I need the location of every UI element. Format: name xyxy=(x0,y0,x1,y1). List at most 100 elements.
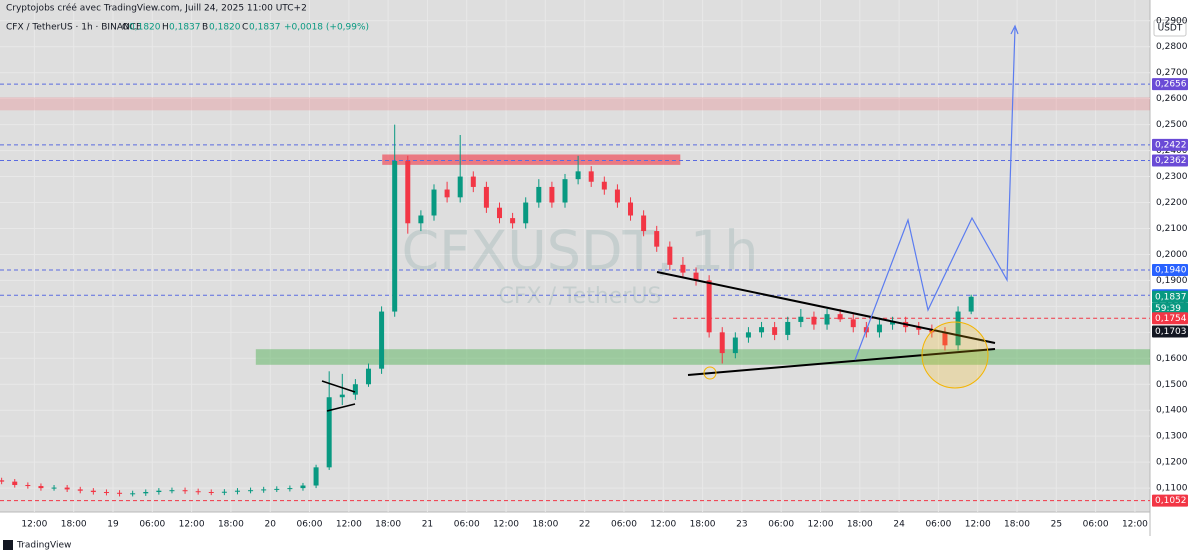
time-axis xyxy=(0,512,1150,536)
candle-body xyxy=(0,480,5,482)
price-badge xyxy=(1152,264,1188,277)
x-tick-label: 20 xyxy=(264,520,276,530)
candle-body xyxy=(680,264,686,273)
projection-path xyxy=(854,27,1016,361)
y-tick-label: 0,1500 xyxy=(1156,380,1188,390)
y-tick-label: 0,2800 xyxy=(1156,42,1188,52)
candle-body xyxy=(379,311,385,369)
candle-body xyxy=(38,486,44,489)
candle-body xyxy=(614,189,620,203)
y-tick-label: 0,2000 xyxy=(1156,250,1188,260)
x-tick-label: 06:00 xyxy=(139,520,165,530)
candle-body xyxy=(182,490,188,492)
candle-body xyxy=(431,189,437,216)
price-badge xyxy=(1152,154,1188,167)
candle-body xyxy=(811,316,817,325)
candle-body xyxy=(117,492,123,494)
price-badge xyxy=(1152,494,1188,507)
zone xyxy=(255,349,1151,365)
candle-body xyxy=(130,493,136,495)
x-tick-label: 18:00 xyxy=(690,520,716,530)
y-tick-label: 0,1200 xyxy=(1156,458,1188,468)
y-tick-label: 0,1300 xyxy=(1156,432,1188,442)
ohlc-value: 0,1837 xyxy=(169,23,201,33)
y-tick-label: 0,2500 xyxy=(1156,120,1188,130)
x-tick-label: 06:00 xyxy=(454,520,480,530)
y-tick-label: 0,2900 xyxy=(1156,16,1188,26)
candle-body xyxy=(510,218,516,224)
highlight-circle xyxy=(921,321,989,389)
candle-body xyxy=(693,272,699,281)
price-badge-label: 0,2656 xyxy=(1155,80,1187,90)
candle-body xyxy=(575,171,581,180)
candle-body xyxy=(248,490,254,492)
price-badge xyxy=(1152,78,1188,91)
zone xyxy=(0,97,1150,111)
countdown-badge xyxy=(1152,302,1188,314)
logo xyxy=(3,540,13,550)
levels xyxy=(0,83,1150,502)
candle-body xyxy=(51,487,57,489)
candle-body xyxy=(628,202,634,216)
x-tick-label: 21 xyxy=(422,520,433,530)
candle-body xyxy=(300,485,306,489)
ohlc-key: B xyxy=(202,23,208,33)
x-tick-label: 12:00 xyxy=(493,520,519,530)
candle-body xyxy=(824,314,830,325)
candle-body xyxy=(536,186,542,203)
y-tick-label: 0,2200 xyxy=(1156,198,1188,208)
x-tick-label: 06:00 xyxy=(297,520,323,530)
price-badge-label: 0,1940 xyxy=(1155,266,1187,276)
candle-body xyxy=(785,321,791,335)
countdown: 59:39 xyxy=(1155,304,1181,314)
x-tick-label: 12:00 xyxy=(808,520,834,530)
currency[interactable]: USDT xyxy=(1158,24,1183,34)
candle-body xyxy=(287,488,293,490)
trend-line xyxy=(326,403,356,412)
x-tick-label: 06:00 xyxy=(925,520,951,530)
candle-body xyxy=(365,368,371,385)
candle-body xyxy=(90,490,96,493)
x-tick-label: 25 xyxy=(1051,520,1062,530)
candle-body xyxy=(77,489,83,491)
candle-body xyxy=(497,207,503,219)
watermark: CFXUSDT, 1h xyxy=(401,220,758,283)
candle-body xyxy=(12,481,18,485)
candle-body xyxy=(221,491,227,493)
candle-body xyxy=(418,215,424,224)
y-tick-label: 0,2700 xyxy=(1156,68,1188,78)
x-tick-label: 19 xyxy=(107,520,119,530)
x-tick-label: 06:00 xyxy=(1083,520,1109,530)
x-tick-label: 18:00 xyxy=(375,520,401,530)
price-badge-label: 0,1703 xyxy=(1155,327,1187,337)
y-tick-label: 0,1400 xyxy=(1156,406,1188,416)
candle-body xyxy=(641,215,647,232)
candle-body xyxy=(208,492,214,494)
candle-body xyxy=(444,189,450,198)
ohlc-key: O xyxy=(122,23,129,33)
candle-body xyxy=(457,176,463,198)
watermark-sub: CFX / TetherUS xyxy=(499,284,662,309)
candle-body xyxy=(942,332,948,346)
x-tick-label: 12:00 xyxy=(650,520,676,530)
candle-body xyxy=(25,484,31,487)
candle-body xyxy=(274,488,280,490)
ohlc-value: 0,1820 xyxy=(129,23,161,33)
x-tick-label: 24 xyxy=(893,520,905,530)
x-tick-label: 06:00 xyxy=(768,520,794,530)
trend-line xyxy=(687,348,996,376)
currency-box[interactable] xyxy=(1153,19,1187,37)
grid xyxy=(0,0,1150,512)
candle-body xyxy=(588,171,594,182)
zones xyxy=(0,97,1151,365)
candle-body xyxy=(562,179,568,203)
y-tick-label: 0,2400 xyxy=(1156,146,1188,156)
candle-body xyxy=(759,327,765,333)
candle-body xyxy=(667,246,673,265)
symbol-info: CFX / TetherUS · 1h · BINANCE xyxy=(6,23,142,33)
x-tick-label: 18:00 xyxy=(847,520,873,530)
x-tick-label: 22 xyxy=(579,520,590,530)
ohlc-change: +0,0018 (+0,99%) xyxy=(284,23,369,33)
y-tick-label: 0,1100 xyxy=(1156,484,1188,494)
